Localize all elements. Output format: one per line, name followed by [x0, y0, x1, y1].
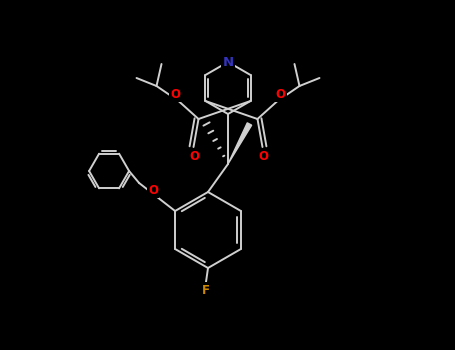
Text: F: F [202, 284, 210, 296]
Text: O: O [258, 149, 268, 162]
Text: O: O [275, 88, 285, 100]
Polygon shape [228, 123, 252, 164]
Text: N: N [222, 56, 233, 69]
Text: O: O [148, 183, 158, 196]
Text: O: O [190, 149, 199, 162]
Text: O: O [171, 88, 181, 100]
